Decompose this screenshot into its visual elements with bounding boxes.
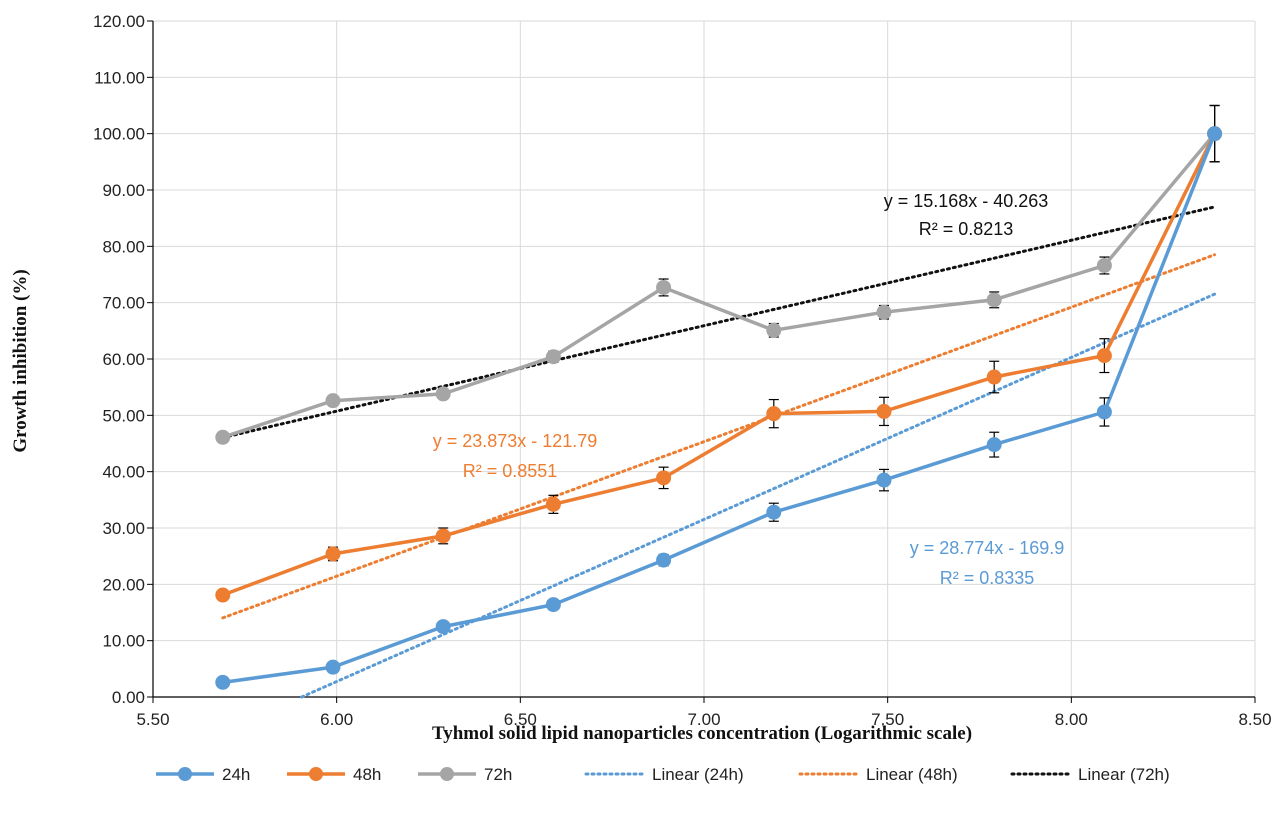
- legend-label: Linear (48h): [866, 765, 958, 784]
- data-point: [1096, 257, 1112, 273]
- trendline-linear-72h: [221, 205, 1217, 440]
- legend-label: Linear (72h): [1078, 765, 1170, 784]
- legend-marker: [178, 767, 192, 781]
- data-point: [215, 429, 231, 445]
- legend-item-linear-72h: Linear (72h): [1010, 765, 1170, 784]
- eq-24h-r2: R² = 0.8335: [940, 568, 1035, 588]
- data-point: [1096, 348, 1112, 364]
- data-point: [1096, 404, 1112, 420]
- trendline-equations: y = 15.168x - 40.263 R² = 0.8213 y = 23.…: [433, 191, 1065, 588]
- tick-labels: 0.00 10.00 20.00 30.00 40.00 50.00 60.00 70.00 8…: [93, 12, 1272, 729]
- data-point: [325, 546, 341, 562]
- legend-item-72h: 72h: [418, 765, 512, 784]
- data-point: [656, 279, 672, 295]
- legend-label: Linear (24h): [652, 765, 744, 784]
- data-point: [215, 674, 231, 690]
- data-point: [435, 386, 451, 402]
- series-line-24h: [222, 133, 1217, 685]
- trendline-linear-48h: [221, 253, 1217, 620]
- data-point: [1207, 126, 1223, 142]
- eq-72h-formula: y = 15.168x - 40.263: [884, 191, 1049, 211]
- data-point: [435, 528, 451, 544]
- data-point: [986, 292, 1002, 308]
- y-tick-label: 0.00: [112, 688, 145, 707]
- y-tick-label: 120.00: [93, 12, 145, 31]
- x-axis-title: Tyhmol solid lipid nanoparticles concent…: [432, 723, 972, 744]
- data-point: [876, 403, 892, 419]
- y-tick-label: 20.00: [102, 575, 145, 594]
- legend-item-linear-24h: Linear (24h): [584, 765, 744, 784]
- data-point: [656, 470, 672, 486]
- y-tick-label: 80.00: [102, 237, 145, 256]
- data-point: [545, 496, 561, 512]
- data-point: [545, 349, 561, 365]
- legend: 24h 48h 72h Linear (24h) Linear (48h) Linear …: [156, 765, 1170, 784]
- data-point: [876, 304, 892, 320]
- series-72h: [215, 104, 1223, 445]
- trendline-linear-24h: [300, 292, 1217, 699]
- eq-72h-r2: R² = 0.8213: [919, 219, 1014, 239]
- x-tick-label: 6.50: [504, 710, 537, 729]
- data-point: [215, 587, 231, 603]
- series-24h: [215, 104, 1223, 690]
- axes: [147, 20, 1256, 703]
- y-tick-label: 70.00: [102, 294, 145, 313]
- x-tick-label: 5.50: [136, 710, 169, 729]
- y-tick-label: 60.00: [102, 350, 145, 369]
- data-point: [325, 659, 341, 675]
- legend-item-linear-48h: Linear (48h): [798, 765, 958, 784]
- data-point: [766, 322, 782, 338]
- data-point: [545, 597, 561, 613]
- series-line-48h: [222, 132, 1217, 597]
- y-tick-label: 30.00: [102, 519, 145, 538]
- data-point: [766, 406, 782, 422]
- y-tick-label: 50.00: [102, 406, 145, 425]
- legend-item-24h: 24h: [156, 765, 250, 784]
- y-tick-label: 110.00: [94, 68, 145, 87]
- legend-label: 24h: [222, 765, 250, 784]
- legend-marker: [309, 767, 323, 781]
- y-tick-label: 100.00: [93, 125, 145, 144]
- data-point: [435, 619, 451, 635]
- data-point: [656, 552, 672, 568]
- trendlines: [221, 205, 1217, 699]
- legend-label: 72h: [484, 765, 512, 784]
- data-series: [215, 104, 1223, 690]
- x-tick-label: 7.50: [871, 710, 904, 729]
- data-point: [986, 369, 1002, 385]
- y-tick-label: 40.00: [102, 463, 145, 482]
- legend-item-48h: 48h: [287, 765, 381, 784]
- y-tick-label: 90.00: [102, 181, 145, 200]
- data-point: [876, 472, 892, 488]
- x-tick-label: 8.00: [1055, 710, 1088, 729]
- data-point: [986, 437, 1002, 453]
- data-point: [766, 504, 782, 520]
- x-tick-label: 8.50: [1238, 710, 1271, 729]
- eq-48h-r2: R² = 0.8551: [463, 461, 558, 481]
- eq-48h-formula: y = 23.873x - 121.79: [433, 431, 598, 451]
- eq-24h-formula: y = 28.774x - 169.9: [910, 538, 1065, 558]
- data-point: [325, 393, 341, 409]
- y-axis-title: Growth inhibition (%): [10, 269, 31, 452]
- y-tick-label: 10.00: [102, 632, 145, 651]
- series-line-72h: [222, 132, 1216, 439]
- legend-marker: [440, 767, 454, 781]
- legend-label: 48h: [353, 765, 381, 784]
- x-tick-label: 7.00: [687, 710, 720, 729]
- x-tick-label: 6.00: [320, 710, 353, 729]
